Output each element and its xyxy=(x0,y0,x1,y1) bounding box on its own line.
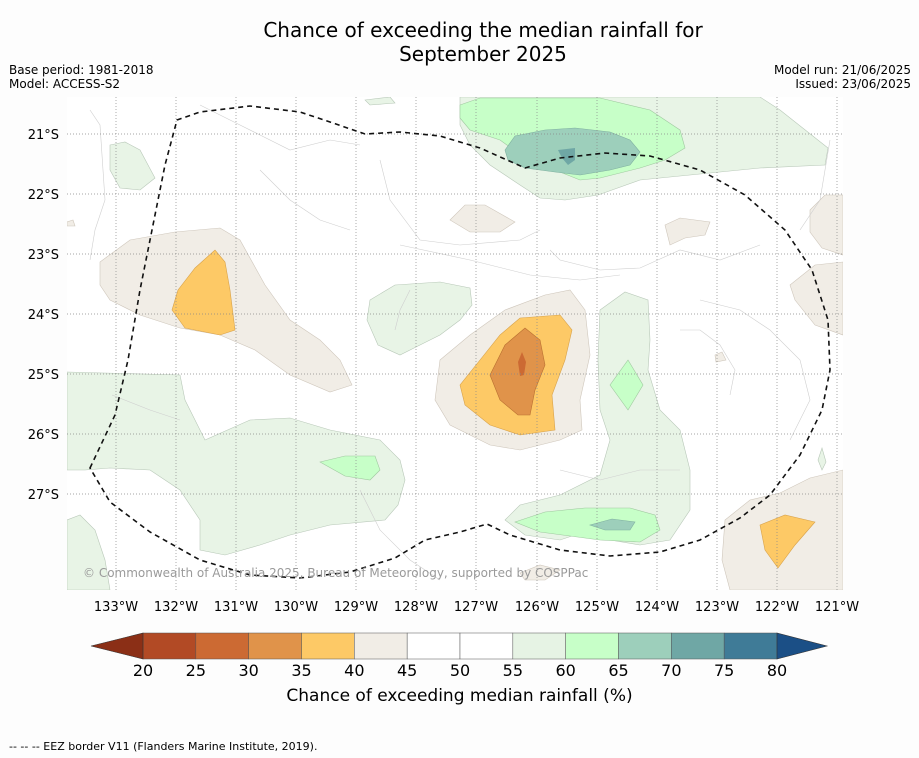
lon-label: 121°W xyxy=(815,600,859,615)
colorbar-under-arrow xyxy=(90,632,144,660)
map-panel xyxy=(67,97,843,590)
regions-25-30 xyxy=(518,352,526,376)
colorbar-label: Chance of exceeding median rainfall (%) xyxy=(286,686,633,706)
colorbar-segment xyxy=(618,632,672,660)
colorbar-over-arrow xyxy=(776,632,829,660)
thin-contours xyxy=(89,104,831,581)
eez-legend-text: -- -- -- EEZ border V11 (Flanders Marine… xyxy=(9,740,318,753)
colorbar-segment xyxy=(406,632,461,660)
base-period: Base period: 1981-2018 xyxy=(9,63,154,77)
regions-70-75 xyxy=(558,148,575,165)
lat-label: 23°S xyxy=(28,248,59,263)
lat-label: 27°S xyxy=(28,488,59,503)
lon-label: 125°W xyxy=(575,600,619,615)
lon-label: 126°W xyxy=(515,600,559,615)
colorbar-segment xyxy=(565,632,619,660)
lon-label: 124°W xyxy=(635,600,679,615)
base-info: Base period: 1981-2018 Model: ACCESS-S2 xyxy=(9,63,154,91)
colorbar-segment xyxy=(142,632,197,660)
run-info: Model run: 21/06/2025 Issued: 23/06/2025 xyxy=(774,63,911,91)
colorbar-segment xyxy=(195,632,249,660)
model-name: Model: ACCESS-S2 xyxy=(9,77,121,91)
lon-label: 130°W xyxy=(274,600,318,615)
colorbar-segment xyxy=(459,632,514,660)
lat-axis: 21°S 22°S 23°S 24°S 25°S 26°S 27°S xyxy=(28,128,59,503)
lon-label: 129°W xyxy=(334,600,378,615)
lon-label: 132°W xyxy=(154,600,198,615)
colorbar-tick-label: 40 xyxy=(344,661,364,680)
lon-label: 122°W xyxy=(755,600,799,615)
lat-label: 26°S xyxy=(28,428,59,443)
lon-label: 123°W xyxy=(695,600,739,615)
colorbar-tick-label: 30 xyxy=(238,661,258,680)
colorbar-tick-label: 45 xyxy=(397,661,417,680)
colorbar-tick-label: 55 xyxy=(503,661,523,680)
lon-label: 128°W xyxy=(394,600,438,615)
colorbar-tick-label: 75 xyxy=(714,661,734,680)
lon-label: 133°W xyxy=(94,600,138,615)
model-run: Model run: 21/06/2025 xyxy=(773,63,911,77)
colorbar-tick-label: 20 xyxy=(133,661,153,680)
issued-date: Issued: 23/06/2025 xyxy=(795,77,911,91)
colorbar-tick-label: 60 xyxy=(555,661,575,680)
map-title: Chance of exceeding the median rainfall … xyxy=(0,18,919,66)
eez-border xyxy=(89,105,831,579)
colorbar-segment xyxy=(354,632,408,660)
colorbar-tick-label: 70 xyxy=(661,661,681,680)
colorbar-segment xyxy=(723,632,778,660)
title-line-2: September 2025 xyxy=(399,42,567,66)
lat-label: 25°S xyxy=(28,368,59,383)
regions-30-35 xyxy=(489,327,546,416)
copyright-text: © Commonwealth of Australia 2025, Bureau… xyxy=(83,566,588,580)
lat-label: 24°S xyxy=(28,308,59,323)
colorbar-segment xyxy=(301,632,355,660)
lat-label: 21°S xyxy=(28,128,59,143)
colorbar-tick-label: 50 xyxy=(450,661,470,680)
colorbar-segment xyxy=(248,632,302,660)
lat-label: 22°S xyxy=(28,188,59,203)
colorbar-tick-label: 65 xyxy=(608,661,628,680)
colorbar-segment xyxy=(671,632,725,660)
colorbar-tick-label: 35 xyxy=(291,661,311,680)
graticule xyxy=(67,97,843,590)
title-line-1: Chance of exceeding the median rainfall … xyxy=(263,18,703,42)
colorbar-tick-label: 80 xyxy=(767,661,787,680)
colorbar-tick-label: 25 xyxy=(186,661,206,680)
colorbar-segment xyxy=(512,632,566,660)
colorbar: 20 25 30 35 40 45 50 55 60 65 70 75 80 xyxy=(90,632,829,680)
lon-label: 127°W xyxy=(454,600,498,615)
lon-axis: 133°W 132°W 131°W 130°W 129°W 128°W 127°… xyxy=(94,600,859,615)
lon-label: 131°W xyxy=(214,600,258,615)
